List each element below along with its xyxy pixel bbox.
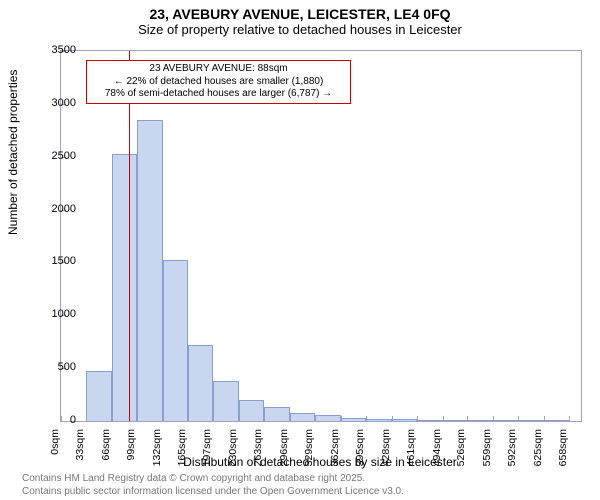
histogram-bar: [544, 420, 569, 421]
info-line-larger: 78% of semi-detached houses are larger (…: [91, 88, 346, 101]
ytick-label: 3000: [52, 97, 76, 109]
y-axis-label: Number of detached properties: [6, 70, 20, 235]
xtick-mark: [61, 416, 62, 421]
footer-line2: Contains public sector information licen…: [22, 486, 404, 499]
histogram-bar: [163, 260, 188, 421]
title-block: 23, AVEBURY AVENUE, LEICESTER, LE4 0FQ S…: [0, 0, 600, 37]
ytick-label: 3500: [52, 44, 76, 56]
address-title: 23, AVEBURY AVENUE, LEICESTER, LE4 0FQ: [0, 6, 600, 22]
histogram-bar: [443, 420, 468, 421]
histogram-bar: [341, 418, 366, 421]
histogram-bar: [86, 371, 111, 421]
ytick-label: 1000: [52, 308, 76, 320]
reference-line: [129, 51, 130, 421]
footer-attribution: Contains HM Land Registry data © Crown c…: [22, 473, 404, 498]
histogram-chart: 23 AVEBURY AVENUE: 88sqm ← 22% of detach…: [60, 50, 582, 422]
ytick-label: 2500: [52, 150, 76, 162]
histogram-bar: [137, 120, 162, 421]
histogram-bar: [366, 419, 391, 421]
histogram-bar: [290, 413, 315, 421]
xtick-label: 0sqm: [49, 429, 61, 455]
histogram-bar: [112, 154, 137, 421]
histogram-bar: [188, 345, 213, 421]
histogram-bar: [467, 420, 492, 421]
info-line-smaller: ← 22% of detached houses are smaller (1,…: [91, 76, 346, 89]
histogram-bar: [392, 419, 417, 421]
x-axis-label: Distribution of detached houses by size …: [60, 455, 580, 469]
histogram-bar: [264, 407, 289, 421]
ytick-mark: [61, 421, 66, 422]
histogram-bar: [213, 381, 238, 421]
footer-line1: Contains HM Land Registry data © Crown c…: [22, 473, 404, 486]
ytick-label: 0: [70, 414, 76, 426]
histogram-bar: [417, 420, 442, 421]
xtick-mark: [569, 416, 570, 421]
subtitle: Size of property relative to detached ho…: [0, 22, 600, 37]
info-line-property: 23 AVEBURY AVENUE: 88sqm: [91, 63, 346, 76]
histogram-bar: [493, 420, 518, 421]
histogram-bar: [239, 400, 264, 421]
histogram-bar: [315, 415, 340, 421]
ytick-label: 500: [58, 361, 76, 373]
ytick-label: 1500: [52, 255, 76, 267]
ytick-label: 2000: [52, 203, 76, 215]
histogram-bar: [518, 420, 543, 421]
property-info-box: 23 AVEBURY AVENUE: 88sqm ← 22% of detach…: [86, 60, 351, 104]
